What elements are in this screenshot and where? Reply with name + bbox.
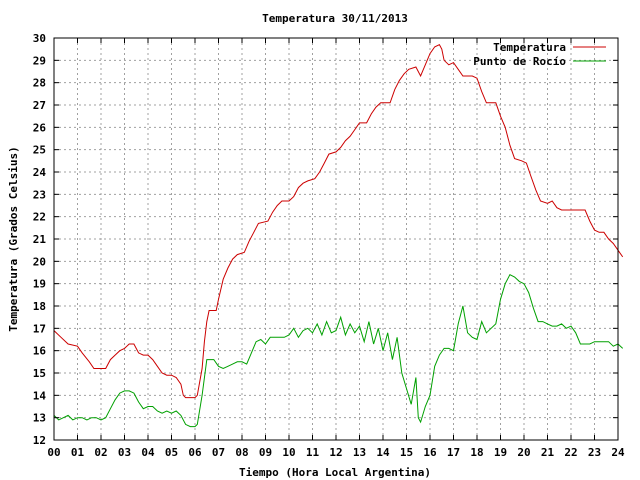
- y-tick-label: 24: [33, 166, 47, 179]
- x-tick-label: 07: [212, 446, 225, 459]
- y-axis-label: Temperatura (Grados Celsius): [7, 146, 20, 331]
- x-tick-label: 22: [564, 446, 577, 459]
- y-tick-label: 30: [33, 32, 46, 45]
- x-tick-label: 10: [282, 446, 295, 459]
- x-tick-label: 06: [188, 446, 202, 459]
- x-tick-label: 11: [306, 446, 320, 459]
- x-axis-label: Tiempo (Hora Local Argentina): [239, 466, 431, 479]
- y-tick-label: 20: [33, 255, 46, 268]
- y-tick-label: 12: [33, 434, 46, 447]
- x-tick-label: 18: [470, 446, 483, 459]
- x-tick-label: 09: [259, 446, 272, 459]
- y-tick-label: 25: [33, 144, 46, 157]
- y-tick-label: 28: [33, 77, 46, 90]
- y-tick-label: 15: [33, 367, 46, 380]
- x-tick-label: 20: [517, 446, 530, 459]
- x-axis: 00 01 02 03 04 05 06 07 08 09 10 11 12 13 14 15 16 17 18 19…: [47, 38, 625, 459]
- x-tick-label: 15: [400, 446, 413, 459]
- y-tick-label: 18: [33, 300, 46, 313]
- y-tick-label: 29: [33, 54, 46, 67]
- y-tick-label: 17: [33, 322, 46, 335]
- x-tick-label: 05: [165, 446, 178, 459]
- x-tick-label: 01: [71, 446, 85, 459]
- x-tick-label: 03: [118, 446, 131, 459]
- legend-label-2: Punto de Rocío: [473, 55, 566, 68]
- x-tick-label: 08: [235, 446, 248, 459]
- x-tick-label: 19: [494, 446, 507, 459]
- y-tick-label: 23: [33, 188, 46, 201]
- series-1-line: [53, 44, 624, 399]
- x-tick-label: 02: [94, 446, 107, 459]
- series-layer: [53, 44, 624, 428]
- y-tick-label: 14: [33, 389, 47, 402]
- x-tick-label: 13: [353, 446, 366, 459]
- x-tick-label: 23: [588, 446, 601, 459]
- y-tick-label: 19: [33, 278, 46, 291]
- x-tick-label: 12: [329, 446, 342, 459]
- series-2-line: [53, 274, 624, 428]
- grid: [54, 38, 618, 440]
- x-tick-label: 00: [47, 446, 60, 459]
- x-tick-label: 14: [376, 446, 390, 459]
- legend-label-1: Temperatura: [493, 41, 566, 54]
- x-tick-label: 21: [541, 446, 555, 459]
- x-tick-label: 16: [423, 446, 437, 459]
- y-tick-label: 16: [33, 345, 47, 358]
- y-tick-label: 21: [33, 233, 47, 246]
- chart-title: Temperatura 30/11/2013: [262, 12, 408, 25]
- x-tick-label: 04: [141, 446, 155, 459]
- y-tick-label: 22: [33, 211, 46, 224]
- y-tick-label: 26: [33, 121, 47, 134]
- x-tick-label: 17: [447, 446, 460, 459]
- y-axis: 12 13 14 15 16 17 18 19 20 21 22 23 24 25 26 27 28 29 30: [33, 32, 618, 447]
- y-tick-label: 13: [33, 412, 46, 425]
- x-tick-label: 24: [611, 446, 625, 459]
- y-tick-label: 27: [33, 99, 46, 112]
